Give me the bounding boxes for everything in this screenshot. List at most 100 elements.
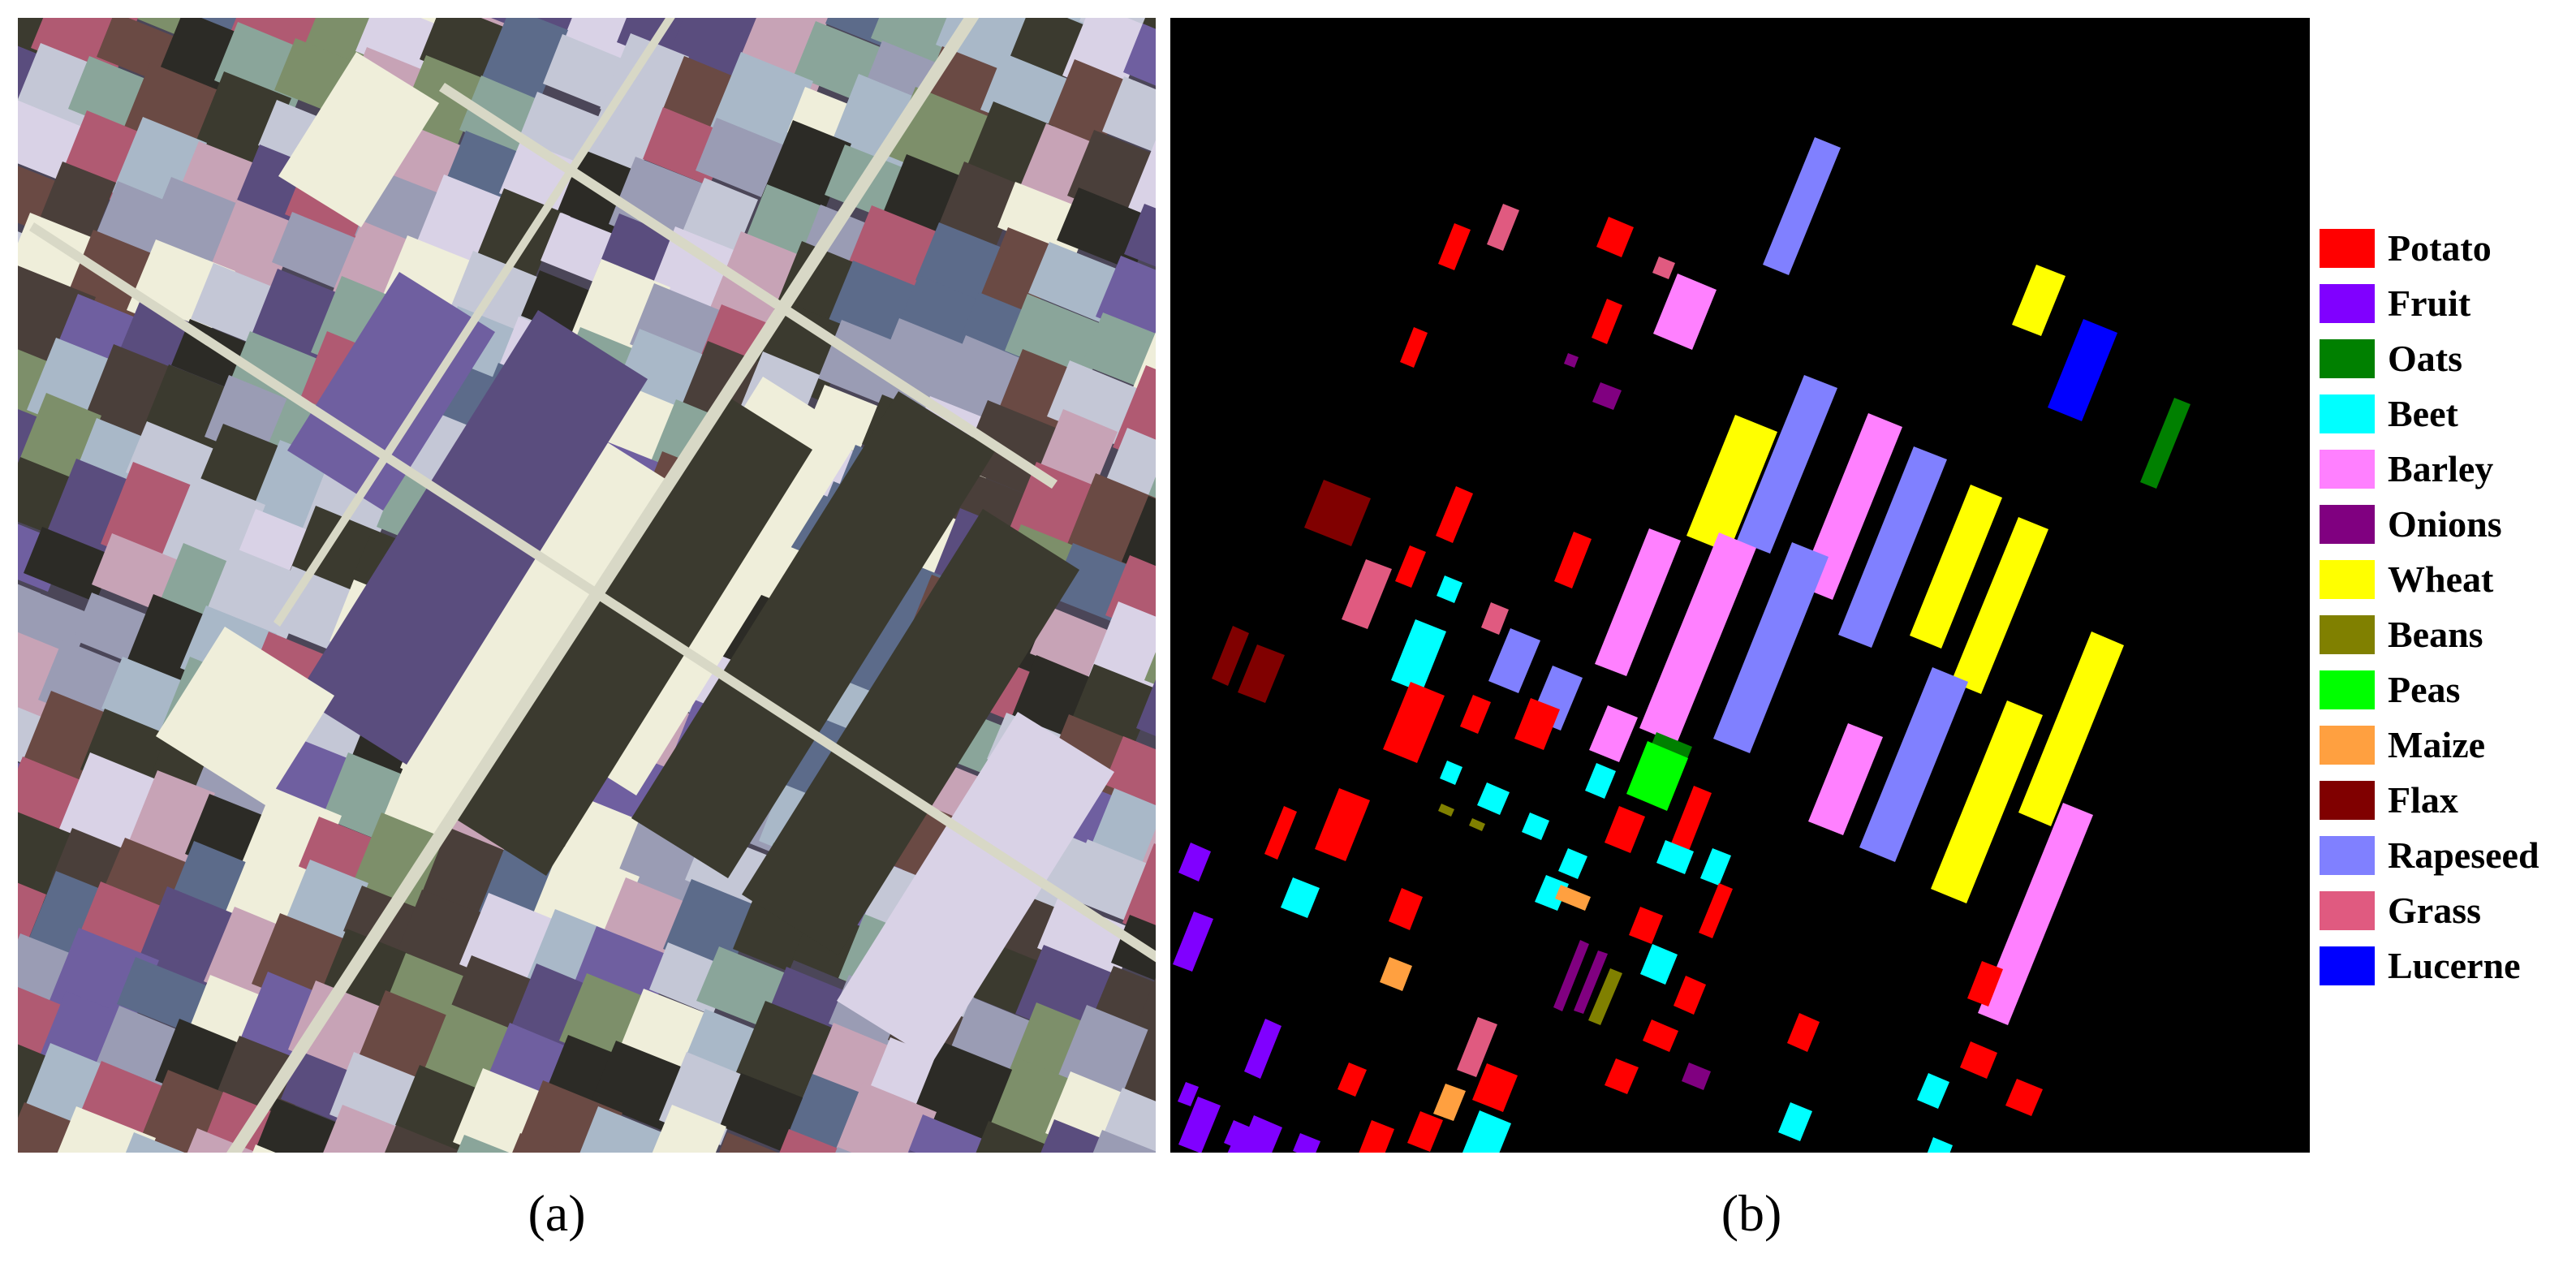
legend-swatch xyxy=(2320,284,2375,323)
legend-swatch xyxy=(2320,505,2375,544)
field-patch xyxy=(719,1132,778,1153)
field-patch xyxy=(512,1133,569,1153)
parcel-potato xyxy=(1605,1058,1639,1094)
parcel-beet xyxy=(1391,619,1446,692)
parcel-beet xyxy=(1917,1073,1949,1109)
parcel-potato xyxy=(1592,299,1622,344)
field-patch xyxy=(834,1082,937,1153)
parcel-potato xyxy=(1967,961,2003,1007)
field-patch xyxy=(252,1144,276,1153)
parcel-potato xyxy=(1596,217,1634,257)
parcel-potato xyxy=(1554,532,1592,588)
legend-label: Oats xyxy=(2388,338,2462,379)
parcel-barley xyxy=(1798,413,1902,600)
field-patch xyxy=(1123,24,1156,86)
field-strip xyxy=(631,391,995,878)
parcel-potato xyxy=(1389,888,1423,930)
field-patch xyxy=(212,200,299,288)
legend-swatch xyxy=(2320,394,2375,433)
legend-label: Rapeseed xyxy=(2388,834,2539,876)
parcel-potato xyxy=(1960,1041,1997,1079)
parcel-barley xyxy=(1639,532,1756,744)
parcel-potato xyxy=(1460,695,1491,734)
field-patch xyxy=(907,1114,984,1153)
parcel-beet xyxy=(1656,840,1694,874)
parcel-wheat xyxy=(1686,415,1777,553)
field-strip xyxy=(742,509,1079,955)
parcel-fruit xyxy=(1173,912,1213,972)
legend-label: Fruit xyxy=(2388,282,2471,324)
road xyxy=(29,222,1156,963)
legend-label: Maize xyxy=(2388,724,2486,765)
road xyxy=(439,83,1058,489)
parcel-onions xyxy=(1592,382,1622,410)
field-strip xyxy=(156,627,334,805)
parcel-onions xyxy=(1682,1063,1711,1090)
parcel-potato xyxy=(1643,1019,1678,1052)
parcel-rapeseed xyxy=(1737,375,1837,554)
field-strip xyxy=(278,52,439,227)
field-strip xyxy=(297,310,648,765)
legend-swatch xyxy=(2320,339,2375,378)
parcel-potato xyxy=(1400,327,1428,368)
parcel-beet xyxy=(1700,848,1731,886)
field-patch xyxy=(18,265,96,375)
field-patch xyxy=(1122,843,1156,937)
legend-item-wheat: Wheat xyxy=(2320,555,2571,610)
parcel-fruit xyxy=(1178,1097,1221,1153)
field-patch xyxy=(125,1132,185,1153)
field-patch xyxy=(565,18,639,59)
legend-item-flax: Flax xyxy=(2320,776,2571,831)
legend-swatch xyxy=(2320,781,2375,820)
parcel-wheat xyxy=(1910,485,2002,649)
parcel-onions xyxy=(1564,353,1579,368)
parcel-potato xyxy=(2005,1079,2043,1116)
parcel-onions xyxy=(1574,950,1608,1014)
parcel-grass xyxy=(1342,559,1392,629)
legend-swatch xyxy=(2320,229,2375,268)
field-patch xyxy=(652,1105,726,1153)
parcel-rapeseed xyxy=(1763,137,1841,275)
parcel-potato xyxy=(1436,486,1473,543)
field-patch xyxy=(541,213,617,283)
parcel-flax xyxy=(1304,480,1371,546)
parcel-potato xyxy=(1699,883,1733,938)
field-patch xyxy=(604,877,689,956)
road xyxy=(274,18,675,627)
field-patch xyxy=(117,957,210,1034)
parcel-fruit xyxy=(1240,1115,1282,1153)
parcel-beet xyxy=(1927,1137,1953,1153)
legend-item-beans: Beans xyxy=(2320,610,2571,666)
field-patch xyxy=(24,527,114,602)
parcel-potato xyxy=(1629,907,1663,944)
parcel-grass xyxy=(1481,602,1509,635)
legend-item-lucerne: Lucerne xyxy=(2320,942,2571,997)
legend-label: Flax xyxy=(2388,779,2458,821)
parcel-fruit xyxy=(1293,1133,1320,1153)
legend-item-beet: Beet xyxy=(2320,390,2571,445)
field-patch xyxy=(1124,204,1156,267)
parcel-lucerne xyxy=(2048,319,2117,421)
field-patch xyxy=(908,1150,916,1153)
field-patch xyxy=(1136,679,1156,736)
parcel-barley xyxy=(1595,528,1681,676)
field-patch xyxy=(1111,915,1156,981)
legend-swatch xyxy=(2320,836,2375,875)
parcel-maize xyxy=(1433,1084,1466,1121)
field-patch xyxy=(696,118,786,199)
field-patch xyxy=(137,1070,230,1153)
legend-label: Onions xyxy=(2388,503,2502,545)
field-patch xyxy=(1082,313,1156,390)
field-strip xyxy=(837,712,1114,1061)
field-patch xyxy=(1092,1130,1156,1153)
field-patch xyxy=(135,18,182,34)
parcel-fruit xyxy=(1224,1120,1256,1153)
legend-item-grass: Grass xyxy=(2320,886,2571,942)
parcel-rapeseed xyxy=(1838,446,1947,648)
parcel-fruit xyxy=(1178,843,1211,882)
parcel-rapeseed xyxy=(1488,628,1540,693)
parcel-maize xyxy=(1555,885,1591,911)
parcel-maize xyxy=(1380,957,1412,991)
field-strip xyxy=(457,394,812,876)
legend-label: Wheat xyxy=(2388,558,2494,600)
